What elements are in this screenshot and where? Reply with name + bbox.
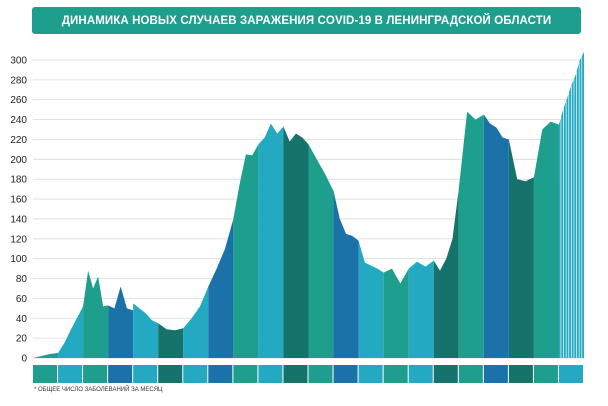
month-area <box>308 144 334 358</box>
y-axis-ticks: 0 20 40 60 80 100 120 140 160 180 200 220 240 260 280 3… <box>10 56 27 365</box>
y-tick-label: 280 <box>10 75 27 86</box>
month-label-tile <box>208 365 233 383</box>
month-area <box>533 121 559 358</box>
month-label-tile <box>408 365 433 383</box>
month-label-tile <box>483 365 508 383</box>
month-label-tile <box>383 365 408 383</box>
y-tick-label: 0 <box>21 354 27 365</box>
y-tick-label: 100 <box>10 254 27 265</box>
chart-areas <box>33 52 584 359</box>
month-area <box>358 240 384 358</box>
month-area <box>183 286 209 358</box>
chart-footnote: * ОБЩЕЕ ЧИСЛО ЗАБОЛЕВАНИЙ ЗА МЕСЯЦ <box>34 387 163 393</box>
y-tick-label: 60 <box>16 294 28 305</box>
month-label-tile <box>133 365 158 383</box>
month-label-tile <box>233 365 258 383</box>
month-label-tile <box>433 365 458 383</box>
month-area <box>58 306 84 358</box>
y-tick-label: 20 <box>16 334 28 345</box>
month-label-tile <box>333 365 358 383</box>
month-area <box>233 144 259 358</box>
y-tick-label: 140 <box>10 214 27 225</box>
month-label-tile <box>508 365 533 383</box>
month-label-tile <box>58 365 83 383</box>
month-label-tile <box>358 365 383 383</box>
y-tick-label: 260 <box>10 95 27 106</box>
month-label-tile <box>308 365 333 383</box>
y-tick-label: 160 <box>10 195 27 206</box>
month-label-tile <box>33 365 58 383</box>
month-area <box>483 114 509 358</box>
month-area <box>108 286 134 358</box>
month-area <box>383 268 409 358</box>
x-axis-bar <box>33 365 583 383</box>
month-label-tile <box>458 365 483 383</box>
month-area <box>208 218 234 358</box>
month-label-tile <box>158 365 183 383</box>
month-area <box>283 126 309 358</box>
y-tick-label: 180 <box>10 175 27 186</box>
month-area <box>133 303 159 358</box>
month-area <box>33 353 59 358</box>
month-area <box>458 111 484 359</box>
month-area <box>508 139 534 358</box>
month-label-tile <box>533 365 558 383</box>
month-area <box>258 123 284 358</box>
month-area <box>433 189 459 358</box>
month-label-tile <box>258 365 283 383</box>
month-label-tile <box>108 365 133 383</box>
chart-title: ДИНАМИКА НОВЫХ СЛУЧАЕВ ЗАРАЖЕНИЯ COVID-1… <box>61 14 552 27</box>
month-label-tile <box>283 365 308 383</box>
y-tick-label: 220 <box>10 135 27 146</box>
y-tick-label: 80 <box>16 274 28 285</box>
month-label-tile <box>183 365 208 383</box>
y-tick-label: 240 <box>10 115 27 126</box>
month-area <box>333 191 359 358</box>
y-tick-label: 40 <box>16 314 28 325</box>
month-label-tile <box>558 365 583 383</box>
chart-title-banner: ДИНАМИКА НОВЫХ СЛУЧАЕВ ЗАРАЖЕНИЯ COVID-1… <box>32 7 581 34</box>
month-area <box>408 260 434 358</box>
month-label-tile <box>83 365 108 383</box>
y-tick-label: 200 <box>10 155 27 166</box>
y-tick-label: 120 <box>10 234 27 245</box>
month-area <box>83 270 109 358</box>
month-area <box>158 323 184 358</box>
y-tick-label: 300 <box>10 56 27 67</box>
